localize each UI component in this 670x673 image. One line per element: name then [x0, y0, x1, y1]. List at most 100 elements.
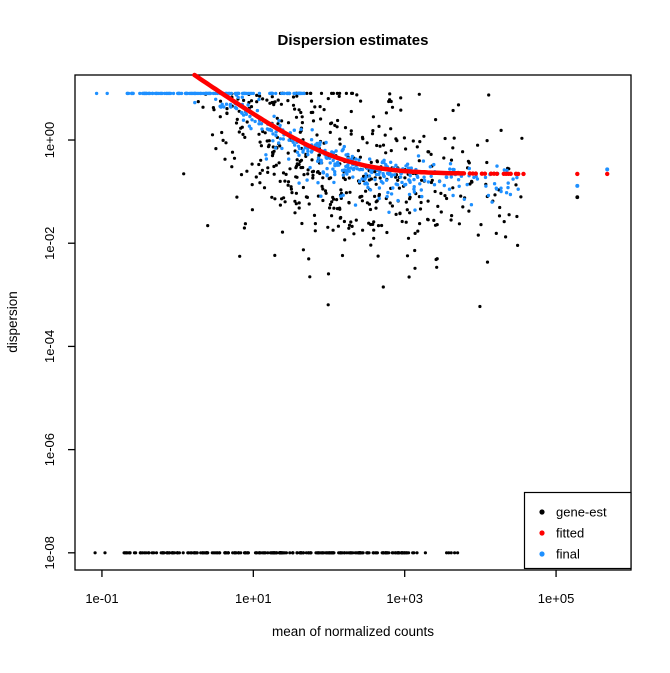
final-point: [228, 103, 232, 108]
gene-est-point: [289, 185, 293, 189]
gene-est-point: [485, 160, 489, 165]
gene-est-point: [282, 196, 286, 200]
final-point: [422, 175, 426, 179]
gene-est-point: [291, 551, 295, 555]
final-point: [319, 161, 323, 165]
legend-dot-final: [539, 551, 545, 557]
gene-est-point: [499, 128, 503, 132]
gene-est-point: [368, 207, 373, 212]
gene-est-point: [171, 551, 175, 555]
gene-est-point: [280, 230, 285, 234]
gene-est-point: [337, 94, 341, 98]
final-point: [344, 169, 349, 173]
gene-est-point: [319, 91, 324, 95]
gene-est-point: [154, 551, 159, 555]
final-point: [358, 168, 362, 172]
gene-est-point: [370, 132, 375, 136]
final-point: [240, 95, 244, 99]
gene-est-point: [456, 103, 461, 107]
final-point: [319, 158, 323, 162]
gene-est-point: [243, 135, 247, 139]
gene-est-point: [246, 551, 250, 555]
final-point: [516, 187, 520, 191]
final-point: [316, 156, 321, 160]
gene-est-point: [445, 551, 449, 555]
final-point: [274, 133, 278, 138]
gene-est-point: [301, 185, 305, 190]
final-point: [244, 112, 249, 117]
gene-est-point: [122, 551, 126, 555]
final-point: [325, 166, 329, 171]
gene-est-point: [250, 208, 254, 212]
gene-est-point: [417, 195, 421, 199]
gene-est-point: [371, 551, 375, 555]
gene-est-point: [353, 551, 357, 555]
gene-est-point: [394, 212, 398, 216]
final-point: [448, 167, 452, 171]
final-point: [154, 91, 159, 96]
gene-est-point: [125, 551, 129, 555]
final-point: [208, 91, 212, 96]
gene-est-point: [476, 143, 480, 147]
gene-est-point: [272, 149, 276, 153]
final-point: [340, 168, 345, 173]
final-point: [278, 137, 283, 141]
final-point: [354, 157, 358, 161]
gene-est-point: [419, 200, 423, 205]
final-point: [316, 159, 320, 163]
final-point: [486, 193, 491, 198]
gene-est-point: [257, 132, 261, 136]
gene-est-point: [294, 191, 298, 195]
gene-est-point: [243, 222, 247, 226]
final-point: [325, 173, 329, 177]
final-point: [389, 192, 394, 196]
gene-est-point: [575, 195, 580, 200]
gene-est-point: [295, 162, 299, 166]
final-point: [197, 91, 201, 96]
gene-est-point: [339, 188, 343, 192]
y-axis-label: dispersion: [5, 291, 20, 353]
gene-est-point: [218, 99, 223, 103]
gene-est-point: [375, 159, 379, 163]
final-point: [140, 91, 145, 96]
gene-est-point: [319, 551, 323, 555]
final-point: [448, 162, 453, 166]
final-point: [130, 91, 134, 96]
final-point: [105, 91, 109, 96]
gene-est-point: [203, 551, 207, 555]
final-point: [331, 158, 335, 163]
gene-est-point: [342, 176, 346, 180]
final-point: [255, 108, 260, 113]
gene-est-point: [218, 551, 222, 555]
final-point: [360, 177, 364, 181]
gene-est-point: [242, 226, 246, 230]
gene-est-point: [318, 105, 322, 109]
gene-est-point: [275, 116, 279, 120]
gene-est-point: [335, 125, 339, 129]
final-point: [444, 175, 448, 179]
gene-est-point: [283, 200, 287, 204]
final-point: [257, 91, 262, 96]
gene-est-point: [300, 221, 304, 226]
gene-est-point: [291, 103, 296, 107]
gene-est-point: [167, 551, 172, 555]
gene-est-point: [306, 168, 310, 172]
gene-est-point: [311, 119, 316, 123]
gene-est-point: [284, 551, 288, 555]
final-point: [280, 146, 284, 151]
gene-est-point: [385, 230, 389, 235]
final-point: [447, 187, 452, 191]
gene-est-point: [349, 109, 353, 114]
gene-est-point: [270, 95, 274, 99]
final-points: [94, 91, 610, 214]
final-point: [299, 127, 303, 131]
gene-est-point: [286, 180, 291, 184]
gene-est-point: [325, 551, 329, 555]
gene-est-point: [396, 178, 400, 182]
gene-est-point: [255, 100, 259, 104]
gene-est-point: [210, 133, 215, 137]
fitted-point: [473, 171, 478, 176]
gene-est-point: [304, 551, 308, 555]
gene-est-point: [273, 253, 277, 257]
final-point: [297, 181, 301, 185]
